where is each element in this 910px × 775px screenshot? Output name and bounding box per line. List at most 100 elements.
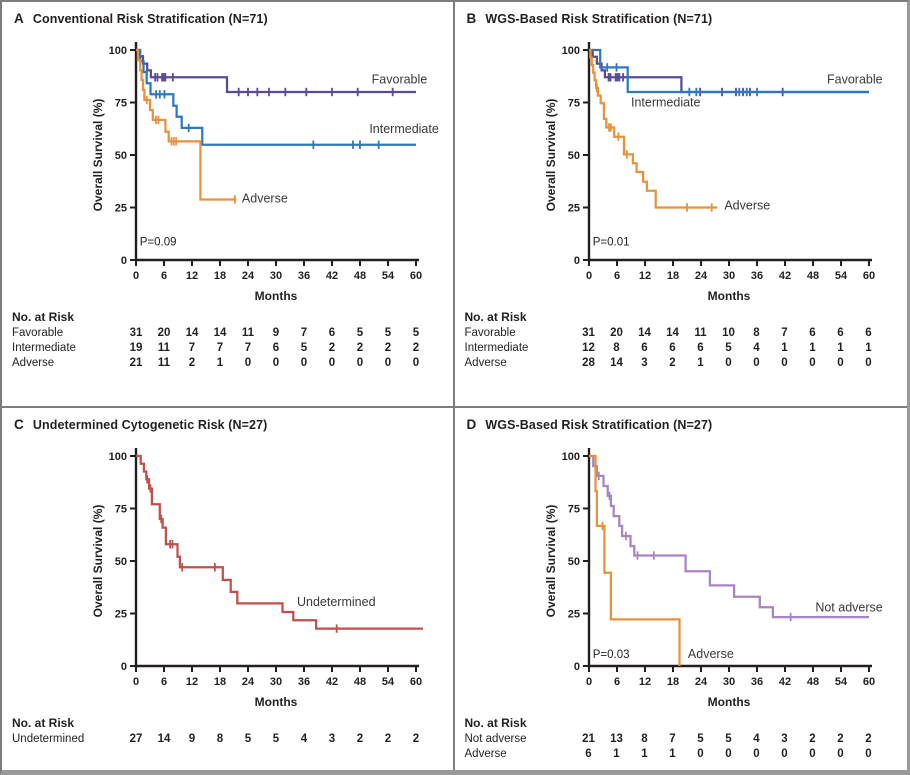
- risk-count: 13: [610, 733, 623, 745]
- risk-count: 0: [865, 357, 872, 369]
- risk-count: 1: [216, 357, 224, 369]
- curve-label-favorable: Favorable: [372, 73, 428, 87]
- panel-b-plot: 0 25 50 75 100 0 6 12 18 24 30 36 42 48 54 60 Overall Su…: [455, 26, 908, 308]
- panel-b-risk-table: No. at Risk Favorable 31 20 14 14 11 10 8 7 6 6 6 In…: [455, 310, 908, 371]
- panel-d-letter: D: [466, 417, 477, 432]
- x-tick-label: 60: [862, 676, 874, 688]
- risk-table-heading: No. at Risk: [12, 310, 75, 324]
- y-tick-label: 25: [567, 203, 579, 215]
- x-tick-label: 24: [694, 676, 707, 688]
- km-curve-intermediate: [136, 48, 416, 146]
- risk-count: 0: [697, 748, 704, 760]
- y-tick-label: 75: [567, 98, 579, 110]
- x-tick-label: 42: [778, 676, 790, 688]
- risk-count: 14: [213, 327, 227, 339]
- x-tick-label: 60: [862, 270, 874, 282]
- risk-count: 14: [666, 327, 679, 339]
- risk-table-heading: No. at Risk: [464, 310, 527, 324]
- risk-count: 12: [582, 342, 595, 354]
- curve-label-intermediate: Intermediate: [369, 122, 439, 136]
- x-tick-label: 36: [298, 676, 310, 688]
- x-tick-label: 24: [694, 270, 707, 282]
- risk-count: 0: [300, 357, 308, 369]
- km-curve-adverse: [588, 48, 717, 209]
- panel-a-plot: 0 25 50 75 100 0 6 12 18 24 30 36 42 48 54 60 Overall Su…: [2, 26, 453, 308]
- risk-count: 1: [641, 748, 648, 760]
- curve-label-adverse: Adverse: [687, 647, 733, 661]
- x-tick-label: 18: [214, 676, 226, 688]
- km-curve-intermediate: [588, 48, 869, 94]
- risk-count: 0: [725, 748, 732, 760]
- x-tick-label: 0: [133, 270, 139, 282]
- risk-count: 5: [356, 327, 364, 339]
- panel-d: D WGS-Based Risk Stratification (N=27) 0 2…: [454, 408, 908, 770]
- risk-count: 27: [129, 733, 143, 745]
- risk-count: 2: [412, 342, 420, 354]
- y-tick-label: 50: [567, 556, 579, 568]
- panel-c-risk-table: No. at Risk Undetermined 27 14 9 8 5 5 4 3 2 2 2: [2, 716, 453, 747]
- risk-count: 2: [837, 733, 844, 745]
- panel-a-risk-table: No. at Risk Favorable 31 20 14 14 11 9 7 6 5 5 5 Int…: [2, 310, 453, 371]
- risk-count: 2: [412, 733, 420, 745]
- risk-row-not-adverse: Not adverse 21 13 8 7 5 5 4 3 2 2 2: [455, 732, 908, 747]
- risk-count: 10: [722, 327, 735, 339]
- risk-row-label: Intermediate: [464, 342, 529, 354]
- p-value: P=0.09: [140, 236, 177, 248]
- x-axis-title: Months: [707, 695, 750, 709]
- risk-row-adverse: Adverse 28 14 3 2 1 0 0 0 0 0 0: [455, 356, 908, 371]
- y-tick-label: 75: [115, 504, 127, 516]
- risk-count: 21: [582, 733, 595, 745]
- x-tick-label: 36: [750, 676, 762, 688]
- risk-row-label: Adverse: [12, 357, 55, 369]
- risk-count: 8: [216, 733, 224, 745]
- curve-label-adverse: Adverse: [242, 191, 288, 205]
- x-tick-label: 60: [410, 676, 422, 688]
- km-chart-d: 0 25 50 75 100 0 6 12 18 24 30 36 42 48 54 60 Overall Su…: [544, 448, 882, 709]
- risk-count: 11: [157, 357, 171, 369]
- risk-row-label: Intermediate: [12, 342, 76, 354]
- panel-c-heading: Undetermined Cytogenetic Risk (N=27): [32, 418, 268, 432]
- risk-count: 7: [216, 342, 224, 354]
- risk-row-label: Favorable: [464, 327, 516, 339]
- y-axis-title: Overall Survival (%): [91, 99, 105, 212]
- risk-count: 7: [781, 327, 788, 339]
- x-tick-label: 42: [778, 270, 790, 282]
- risk-count: 14: [638, 327, 651, 339]
- panel-b: B WGS-Based Risk Stratification (N=71) 0 2…: [454, 2, 908, 408]
- risk-count: 1: [781, 342, 788, 354]
- risk-count: 11: [694, 327, 707, 339]
- risk-row-label: Favorable: [12, 327, 64, 339]
- panel-b-title: B WGS-Based Risk Stratification (N=71): [455, 2, 908, 26]
- panel-d-title: D WGS-Based Risk Stratification (N=27): [455, 408, 908, 432]
- x-tick-label: 0: [585, 270, 591, 282]
- y-tick-label: 100: [561, 451, 579, 463]
- x-tick-label: 18: [666, 270, 678, 282]
- risk-count: 9: [272, 327, 280, 339]
- risk-count: 0: [272, 357, 280, 369]
- x-tick-label: 60: [410, 270, 422, 282]
- x-tick-label: 24: [242, 270, 255, 282]
- risk-count: 0: [809, 357, 816, 369]
- y-tick-label: 25: [115, 609, 127, 621]
- y-tick-label: 75: [567, 504, 579, 516]
- risk-row-label: Undetermined: [12, 733, 85, 745]
- risk-row-intermediate: Intermediate 12 8 6 6 6 5 4 1 1 1 1: [455, 341, 908, 356]
- risk-count: 1: [865, 342, 872, 354]
- x-tick-label: 54: [834, 676, 847, 688]
- risk-count: 2: [188, 357, 196, 369]
- risk-row-adverse: Adverse 21 11 2 1 0 0 0 0 0 0 0: [2, 356, 453, 371]
- x-tick-label: 18: [666, 676, 678, 688]
- y-tick-label: 0: [121, 661, 127, 673]
- x-tick-label: 12: [186, 676, 198, 688]
- risk-count: 0: [781, 357, 788, 369]
- risk-count: 2: [384, 342, 392, 354]
- risk-count: 6: [669, 342, 676, 354]
- risk-count: 5: [725, 342, 732, 354]
- risk-count: 7: [244, 342, 252, 354]
- risk-count: 20: [157, 327, 171, 339]
- risk-count: 3: [781, 733, 788, 745]
- risk-count: 2: [328, 342, 336, 354]
- y-tick-label: 0: [573, 255, 579, 267]
- risk-count: 0: [809, 748, 816, 760]
